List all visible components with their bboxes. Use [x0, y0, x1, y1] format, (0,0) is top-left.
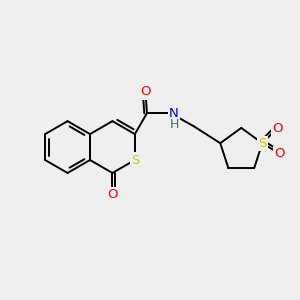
Text: O: O [274, 147, 285, 160]
Text: O: O [107, 188, 118, 201]
Text: H: H [169, 118, 179, 131]
Text: O: O [140, 85, 151, 98]
Text: S: S [258, 137, 266, 150]
Text: N: N [169, 107, 179, 120]
Text: S: S [131, 154, 139, 166]
Text: O: O [272, 122, 282, 135]
